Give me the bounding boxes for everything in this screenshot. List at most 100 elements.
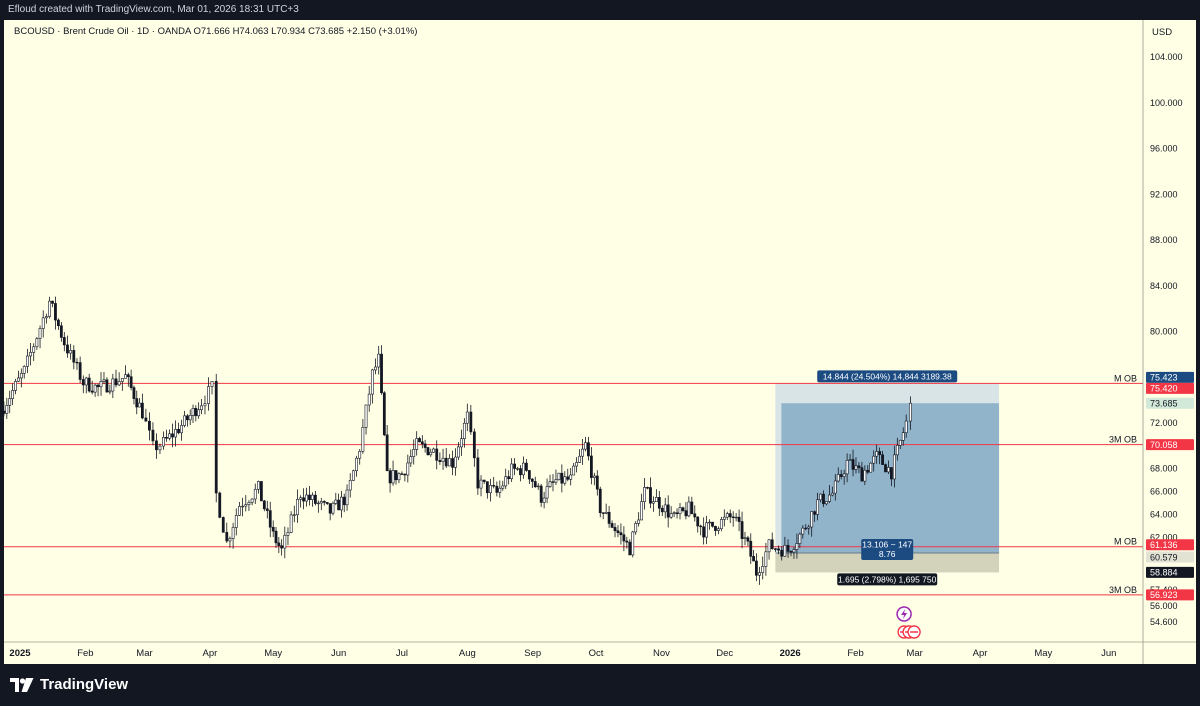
candle-body [660, 507, 664, 513]
candle-body [663, 504, 667, 513]
candle-body [904, 420, 908, 433]
candle-body [524, 462, 528, 471]
candle-body [795, 543, 799, 550]
candle-body [898, 440, 902, 446]
candle-body [476, 457, 480, 489]
y-tick-label: 88.000 [1150, 235, 1178, 245]
candle-body [604, 511, 608, 514]
candle-body [334, 499, 338, 504]
candle-body [81, 379, 85, 386]
level-price-tag-3-bg [1146, 589, 1194, 601]
level-price-tag-2: 61.136 [1150, 540, 1178, 550]
x-tick-label: Jun [331, 648, 346, 659]
candle-body [44, 316, 48, 319]
stop-price-tag: 58.884 [1150, 568, 1178, 578]
candle-body [403, 473, 407, 476]
candle-body [770, 539, 774, 550]
y-tick-label: 84.000 [1150, 281, 1178, 291]
candle-body [717, 528, 720, 531]
candle-body [151, 429, 155, 442]
candle-body [909, 402, 912, 422]
symbol-legend-text: BCOUSD · Brent Crude Oil · 1D · OANDA O7… [14, 26, 418, 37]
level-label-2: M OB [1114, 537, 1137, 547]
candle-body [545, 486, 549, 499]
candle-body [218, 492, 222, 518]
candle-body [863, 469, 867, 482]
candle-body [749, 540, 753, 557]
candle-body [773, 548, 777, 550]
level-price-tag-1-bg [1146, 439, 1194, 451]
candle-body [482, 479, 486, 482]
candle-body [337, 499, 341, 511]
candle-body [59, 325, 63, 338]
candle-body [51, 300, 54, 304]
y-tick-label: 104.000 [1150, 52, 1183, 62]
candle-body [687, 501, 691, 517]
candle-body [93, 384, 97, 393]
x-tick-label: Jun [1101, 648, 1116, 659]
candle-body [185, 415, 189, 421]
candle-body [286, 532, 290, 536]
candle-body [14, 381, 17, 391]
x-tick-label: May [264, 648, 282, 659]
candle-body [438, 460, 442, 462]
candle-body [678, 507, 682, 515]
candle-body [584, 442, 587, 450]
candle-body [299, 497, 303, 500]
candle-body [406, 462, 410, 476]
candle-body [316, 502, 320, 505]
candle-body [457, 446, 460, 458]
candle-body [322, 501, 326, 503]
candle-body [124, 374, 127, 379]
x-tick-label: Apr [203, 648, 218, 659]
candle-body [839, 474, 843, 477]
candle-body [197, 409, 201, 417]
candle-body [501, 485, 505, 489]
candle-body [57, 319, 60, 327]
candle-body [764, 551, 768, 567]
candle-body [17, 377, 20, 382]
candle-body [725, 513, 729, 518]
y-tick-label: 64.000 [1150, 509, 1178, 519]
candle-body [822, 493, 825, 505]
y-tick-label: 80.000 [1150, 327, 1178, 337]
candle-body [257, 481, 260, 490]
candle-body [607, 511, 611, 524]
candle-body [851, 459, 855, 470]
candle-body [426, 447, 430, 456]
candle-body [253, 488, 257, 500]
candle-body [292, 514, 296, 516]
candle-body [29, 352, 32, 357]
candle-body [842, 473, 846, 477]
candle-body [348, 480, 352, 491]
candle-body [652, 501, 655, 504]
candle-body [420, 441, 424, 445]
candle-body [351, 470, 355, 481]
candle-body [111, 378, 115, 392]
candle-body [699, 525, 703, 528]
candle-body [616, 530, 620, 533]
candle-body [884, 464, 887, 473]
y-tick-label: 56.000 [1150, 601, 1178, 611]
candle-body [412, 449, 416, 457]
candle-body [752, 556, 755, 562]
candle-body [479, 479, 483, 489]
candle-body [96, 384, 100, 388]
candle-body [522, 462, 525, 476]
candle-body [54, 303, 57, 321]
candle-body [409, 456, 413, 464]
candle-body [423, 443, 427, 448]
candle-body [66, 344, 69, 354]
candle-body [569, 474, 573, 480]
candle-body [138, 402, 141, 408]
candle-body [22, 366, 26, 374]
attribution-text: Efloud created with TradingView.com, Mar… [8, 4, 299, 15]
candle-body [274, 530, 278, 544]
candle-body [90, 390, 94, 393]
candle-body [587, 442, 590, 457]
candle-body [637, 519, 641, 524]
candle-body [241, 505, 245, 508]
candle-body [328, 503, 332, 514]
candle-body [75, 361, 79, 364]
